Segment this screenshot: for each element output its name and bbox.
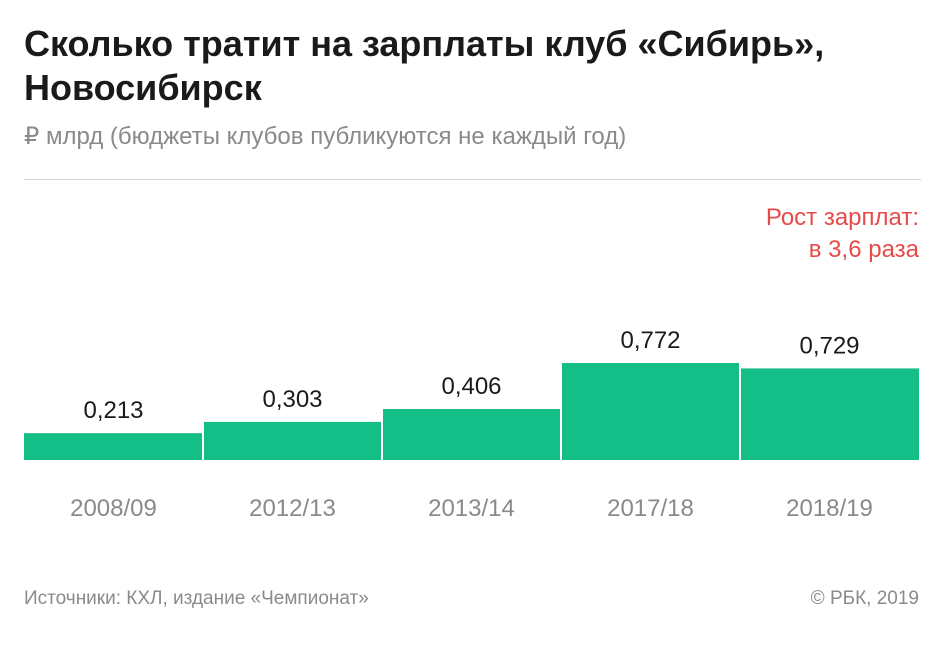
x-tick-label: 2013/14 [428, 495, 515, 522]
chart-subtitle: ₽ млрд (бюджеты клубов публикуются не ка… [24, 123, 627, 150]
copyright-note: © РБК, 2019 [810, 588, 919, 609]
annotation-line-1: Рост зарплат: [765, 204, 919, 231]
data-label: 0,303 [262, 386, 322, 413]
x-tick-label: 2017/18 [607, 495, 694, 522]
growth-annotation: Рост зарплат: в 3,6 раза [766, 202, 919, 266]
data-label: 0,213 [83, 397, 143, 424]
chart-title: Сколько тратит на зарплаты клуб «Сибирь»… [24, 23, 825, 108]
divider [24, 179, 921, 180]
bar-2017-18 [562, 363, 739, 460]
data-label: 0,772 [620, 327, 680, 354]
x-tick-label: 2018/19 [786, 495, 873, 522]
bar-2008-09 [24, 433, 202, 460]
annotation-line-2: в 3,6 раза [808, 236, 919, 263]
x-tick-label: 2012/13 [249, 495, 336, 522]
data-label: 0,406 [441, 373, 501, 400]
source-note: Источники: КХЛ, издание «Чемпионат» [24, 588, 369, 609]
bar-2013-14 [383, 409, 560, 460]
bar-2018-19 [741, 368, 919, 460]
bar-2012-13 [204, 421, 381, 460]
x-tick-label: 2008/09 [70, 495, 157, 522]
data-label: 0,729 [799, 332, 859, 359]
